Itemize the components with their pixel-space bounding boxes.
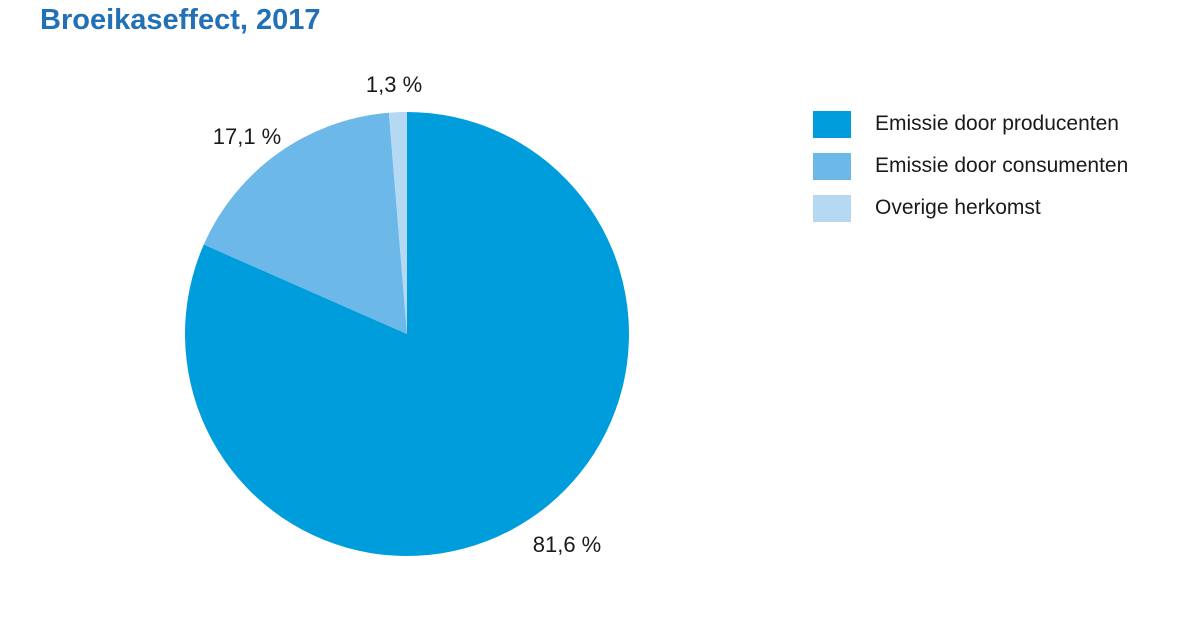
legend-swatch-consumenten	[813, 152, 851, 180]
legend: Emissie door producenten Emissie door co…	[813, 110, 1128, 236]
pie-chart	[182, 109, 632, 559]
legend-swatch-producenten	[813, 110, 851, 138]
slice-label-consumenten: 17,1 %	[212, 124, 282, 149]
slice-label-overige: 1,3 %	[365, 72, 423, 97]
legend-label-consumenten: Emissie door consumenten	[875, 154, 1129, 177]
pie-slice-0	[185, 112, 630, 556]
pie-slice-2	[388, 112, 407, 334]
legend-item-producenten: Emissie door producenten	[813, 110, 1128, 138]
legend-item-overige: Overige herkomst	[813, 194, 1128, 222]
pie-svg	[185, 112, 630, 556]
chart-title: Broeikaseffect, 2017	[40, 4, 321, 36]
legend-label-overige: Overige herkomst	[875, 196, 1041, 219]
legend-item-consumenten: Emissie door consumenten	[813, 152, 1128, 180]
legend-swatch-overige	[813, 194, 851, 222]
slice-label-producenten: 81,6 %	[532, 532, 602, 557]
pie-slice-1	[203, 112, 407, 335]
legend-label-producenten: Emissie door producenten	[875, 112, 1119, 135]
